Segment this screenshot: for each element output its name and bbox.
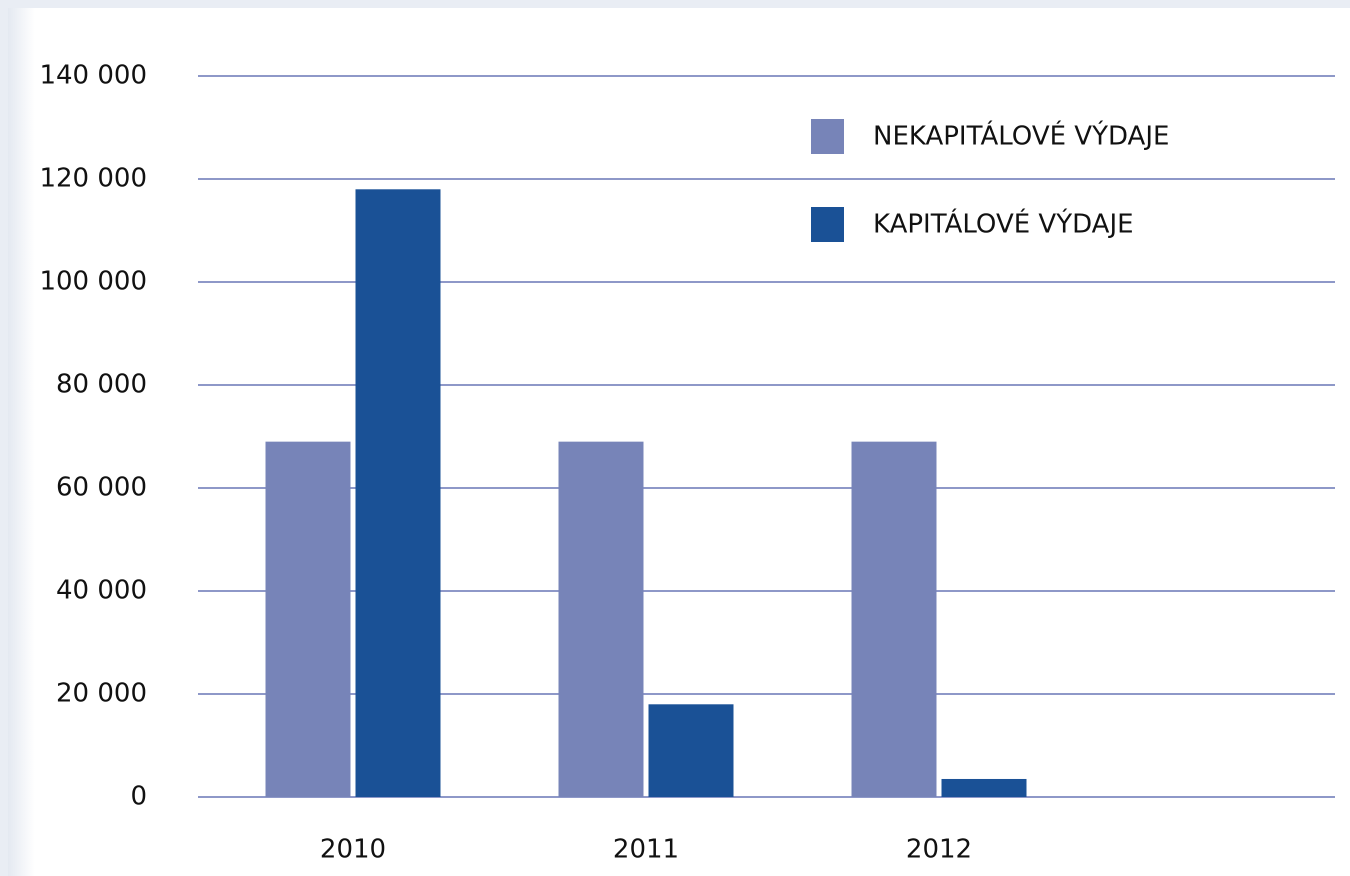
y-tick-label: 100 000 [39, 267, 147, 297]
y-tick-label: 60 000 [56, 473, 147, 503]
y-tick-label: 140 000 [39, 61, 147, 91]
bar [941, 778, 1027, 797]
bar [355, 189, 441, 798]
legend-swatch [811, 207, 844, 242]
x-tick-label: 2010 [320, 835, 386, 865]
y-tick-label: 80 000 [56, 370, 147, 400]
x-tick-label: 2011 [613, 835, 679, 865]
bar [558, 441, 644, 797]
bar [851, 441, 937, 797]
y-tick-label: 120 000 [39, 164, 147, 194]
legend-label: KAPITÁLOVÉ VÝDAJE [873, 208, 1134, 240]
x-tick-label: 2012 [906, 835, 972, 865]
y-tick-label: 40 000 [56, 576, 147, 606]
bar [265, 441, 351, 797]
legend-swatch [811, 119, 844, 154]
y-tick-label: 20 000 [56, 679, 147, 709]
bar [648, 704, 734, 797]
legend-label: NEKAPITÁLOVÉ VÝDAJE [873, 120, 1169, 152]
y-tick-label: 0 [130, 782, 147, 812]
